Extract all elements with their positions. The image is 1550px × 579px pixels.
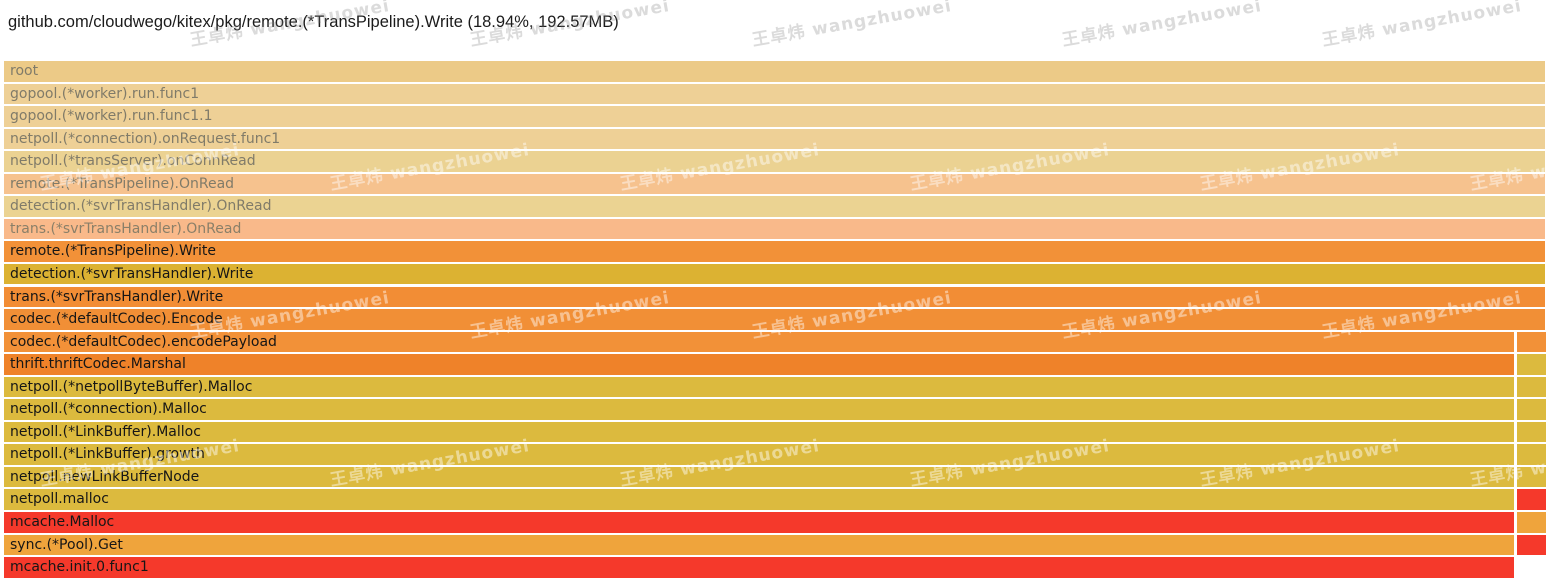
- frame-side-bar[interactable]: [1517, 376, 1546, 398]
- frame-bar[interactable]: netpoll.(*transServer).onConnRead: [4, 151, 1545, 172]
- frame-bar[interactable]: detection.(*svrTransHandler).OnRead: [4, 196, 1545, 217]
- frame-bar[interactable]: remote.(*TransPipeline).OnRead: [4, 173, 1545, 195]
- frame-bar[interactable]: netpoll.(*LinkBuffer).Malloc: [4, 421, 1514, 443]
- watermark: 王卓炜 wangzhuowei: [1320, 0, 1524, 51]
- frame-side-bar[interactable]: [1517, 466, 1546, 488]
- flame-graph: root gopool.(*worker).run.func1 gopool.(*w…: [4, 61, 1546, 579]
- frame-bar[interactable]: netpoll.malloc: [4, 489, 1514, 510]
- watermark: 王卓炜 wangzhuowei: [750, 0, 954, 51]
- frame-side-bar[interactable]: [1517, 512, 1546, 533]
- frame-bar[interactable]: netpoll.(*connection).Malloc: [4, 399, 1514, 420]
- frame-side-bar[interactable]: [1517, 331, 1546, 353]
- frame-bar[interactable]: sync.(*Pool).Get: [4, 534, 1514, 556]
- frame-bar[interactable]: netpoll.(*netpollByteBuffer).Malloc: [4, 376, 1514, 398]
- frame-side-bar[interactable]: [1517, 444, 1546, 465]
- frame-bar[interactable]: codec.(*defaultCodec).encodePayload: [4, 331, 1514, 353]
- frame-bar[interactable]: mcache.Malloc: [4, 512, 1514, 533]
- frame-bar[interactable]: root: [4, 61, 1545, 82]
- watermark: 王卓炜 wangzhuowei: [1060, 0, 1264, 51]
- frame-bar[interactable]: thrift.thriftCodec.Marshal: [4, 354, 1514, 375]
- frame-side-bar[interactable]: [1517, 489, 1546, 510]
- frame-bar[interactable]: detection.(*svrTransHandler).Write: [4, 263, 1545, 285]
- frame-bar[interactable]: gopool.(*worker).run.func1: [4, 83, 1545, 105]
- page-title: github.com/cloudwego/kitex/pkg/remote.(*…: [8, 13, 619, 31]
- frame-side-bar[interactable]: [1517, 354, 1546, 375]
- frame-bar[interactable]: mcache.init.0.func1: [4, 557, 1514, 578]
- frame-side-bar[interactable]: [1517, 534, 1546, 556]
- frame-bar[interactable]: netpoll.(*connection).onRequest.func1: [4, 128, 1545, 150]
- frame-bar[interactable]: trans.(*svrTransHandler).Write: [4, 286, 1545, 307]
- frame-bar[interactable]: gopool.(*worker).run.func1.1: [4, 106, 1545, 127]
- frame-bar[interactable]: codec.(*defaultCodec).Encode: [4, 309, 1545, 330]
- frame-bar[interactable]: netpoll.(*LinkBuffer).growth: [4, 444, 1514, 465]
- frame-side-bar[interactable]: [1517, 399, 1546, 420]
- frame-bar[interactable]: netpoll.newLinkBufferNode: [4, 466, 1514, 488]
- frame-bar[interactable]: remote.(*TransPipeline).Write: [4, 241, 1545, 262]
- frame-side-bar[interactable]: [1517, 421, 1546, 443]
- frame-bar[interactable]: trans.(*svrTransHandler).OnRead: [4, 218, 1545, 240]
